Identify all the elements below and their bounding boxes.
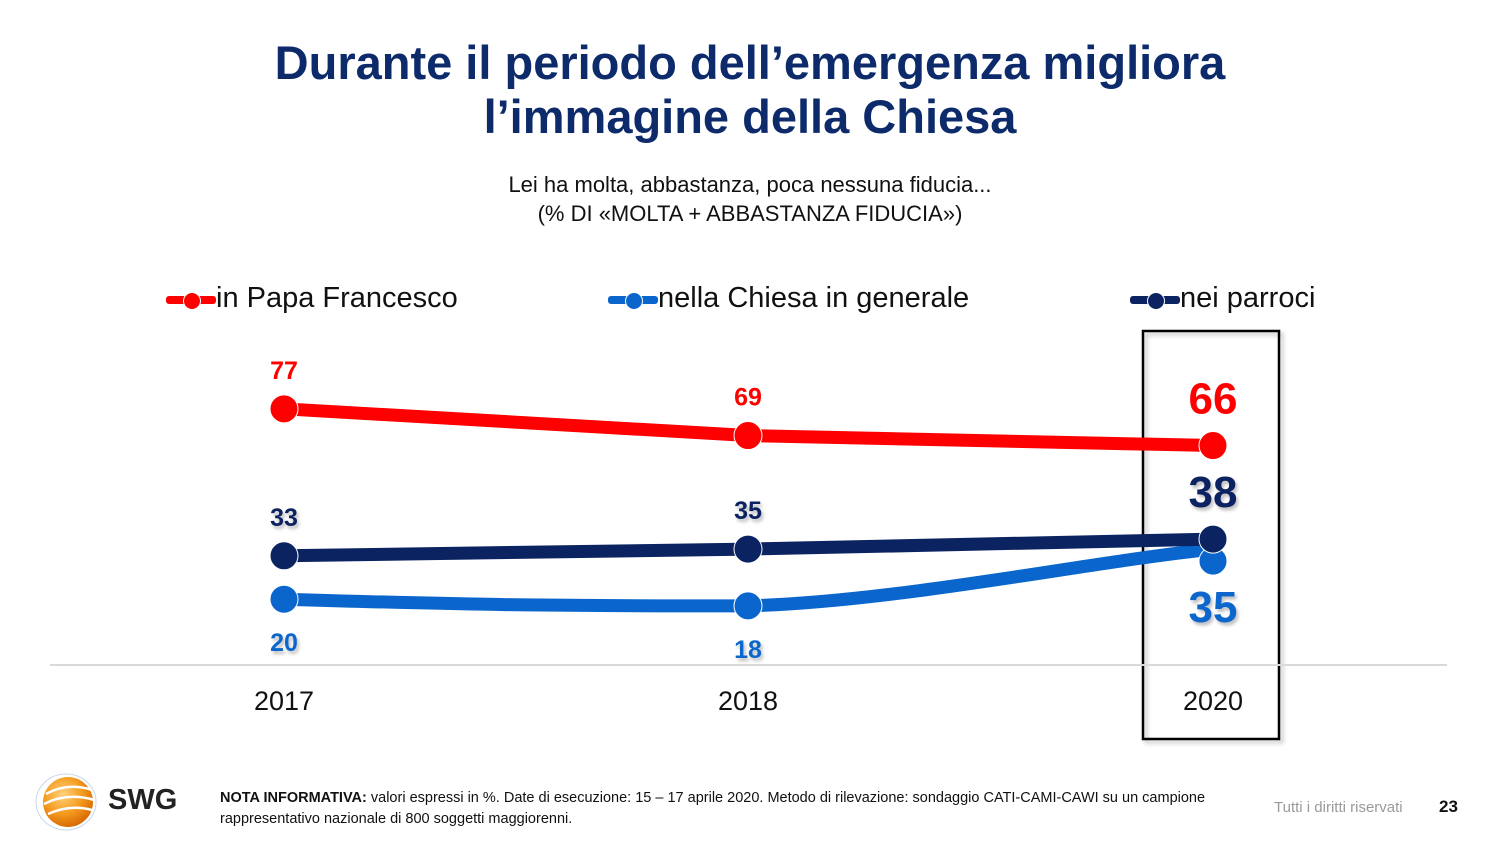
- swg-logo: [32, 770, 192, 831]
- note-label: NOTA INFORMATIVA:: [220, 790, 367, 806]
- x-tick-label: 2017: [254, 686, 314, 716]
- legend-item-parroci: nei parroci: [1130, 282, 1315, 315]
- chart-subtitle: Lei ha molta, abbastanza, poca nessuna f…: [0, 170, 1500, 228]
- title-line-2: l’immagine della Chiesa: [483, 90, 1017, 143]
- legend-item-papa: in Papa Francesco: [166, 282, 458, 315]
- data-label: 69: [734, 384, 762, 412]
- subtitle-measure: (% DI «MOLTA + ABBASTANZA FIDUCIA»): [537, 201, 963, 226]
- data-label: 18: [734, 636, 762, 664]
- page-number: 23: [1439, 797, 1458, 816]
- swg-globe-icon: [35, 773, 97, 831]
- legend-swatch-chiesa: [608, 291, 658, 310]
- rights-text: Tutti i diritti riservati: [1274, 799, 1403, 816]
- subtitle-question: Lei ha molta, abbastanza, poca nessuna f…: [508, 172, 992, 197]
- data-point: [1198, 431, 1228, 461]
- data-label: 35: [734, 497, 762, 525]
- logo-text: SWG: [108, 784, 178, 816]
- data-point: [269, 541, 299, 571]
- legend-label: nei parroci: [1180, 282, 1316, 314]
- title-line-1: Durante il periodo dell’emergenza miglio…: [274, 36, 1226, 89]
- page-title: Durante il periodo dell’emergenza miglio…: [0, 36, 1500, 144]
- data-label: 38: [1189, 468, 1238, 517]
- legend-label: nella Chiesa in generale: [658, 282, 970, 314]
- data-point: [733, 421, 763, 451]
- data-point: [733, 591, 763, 621]
- data-point: [1198, 524, 1228, 554]
- footer-note: NOTA INFORMATIVA: valori espressi in %. …: [220, 788, 1210, 830]
- data-label: 35: [1189, 583, 1238, 632]
- legend-swatch-papa: [166, 291, 216, 310]
- chart-legend: in Papa Francesco nella Chiesa in genera…: [0, 282, 1500, 322]
- legend-swatch-parroci: [1130, 291, 1180, 310]
- x-tick-label: 2018: [718, 686, 778, 716]
- legend-label: in Papa Francesco: [216, 282, 458, 314]
- data-label: 33: [270, 504, 298, 532]
- data-label: 20: [270, 629, 298, 657]
- legend-item-chiesa: nella Chiesa in generale: [608, 282, 969, 315]
- note-text: valori espressi in %. Date di esecuzione…: [220, 790, 1206, 827]
- data-label: 77: [270, 357, 298, 385]
- data-point: [269, 394, 299, 424]
- data-point: [733, 534, 763, 564]
- x-tick-label: 2020: [1183, 686, 1243, 716]
- data-label: 66: [1189, 375, 1238, 424]
- data-point: [269, 584, 299, 614]
